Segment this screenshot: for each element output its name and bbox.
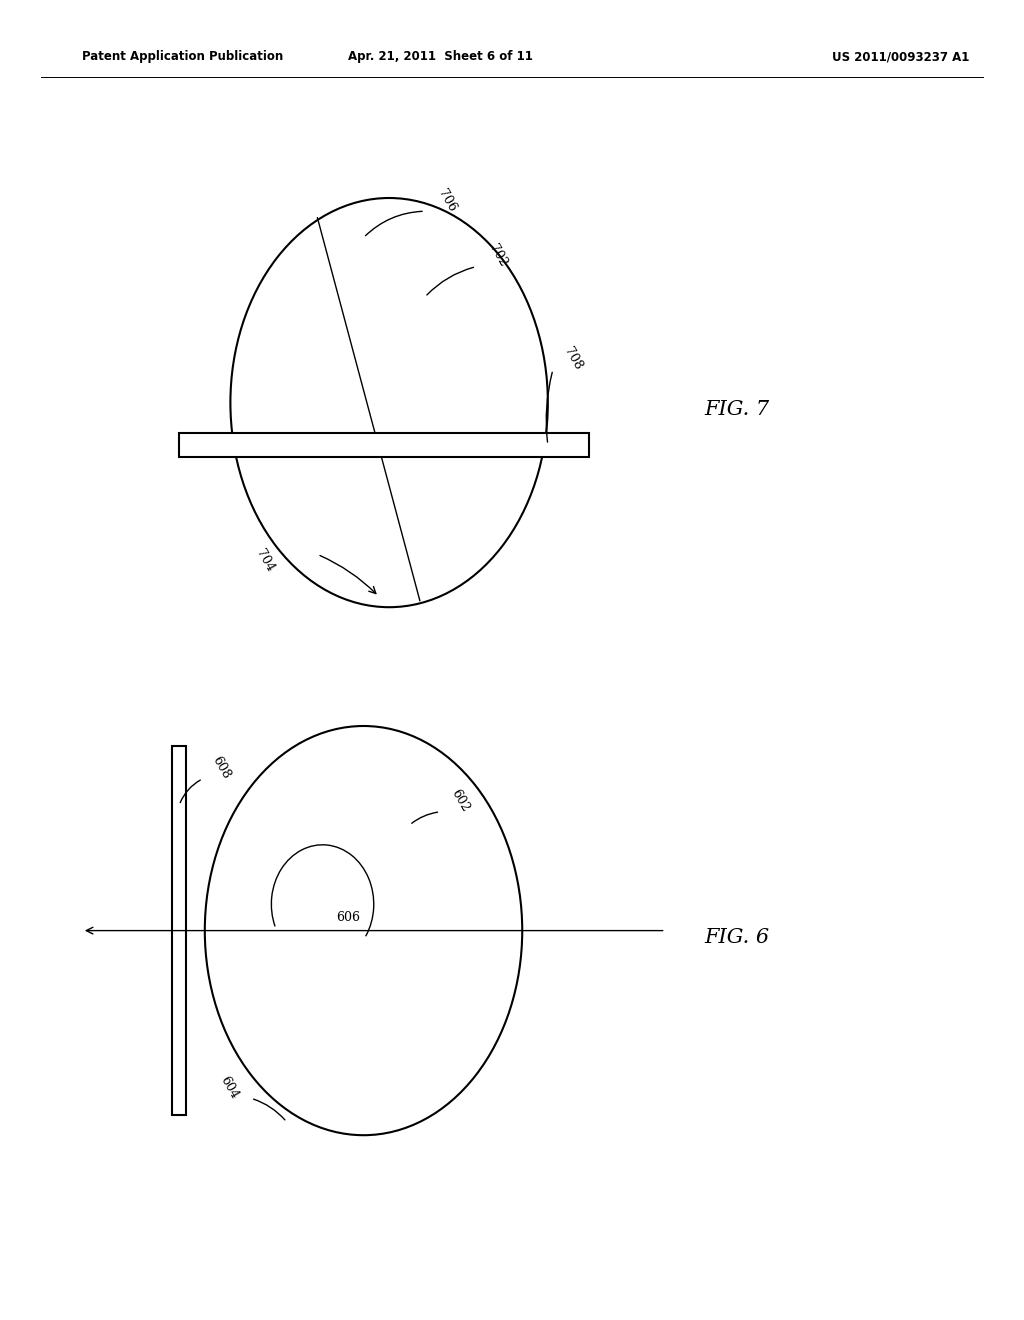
Text: Apr. 21, 2011  Sheet 6 of 11: Apr. 21, 2011 Sheet 6 of 11 [348,50,532,63]
Text: FIG. 7: FIG. 7 [705,400,770,418]
Text: 606: 606 [336,911,360,924]
Text: Patent Application Publication: Patent Application Publication [82,50,284,63]
Bar [172,746,186,1115]
Bar [179,433,589,457]
Text: 602: 602 [449,787,472,814]
Text: 608: 608 [210,754,233,781]
Text: 708: 708 [561,345,585,372]
Text: 706: 706 [435,186,459,214]
Text: FIG. 6: FIG. 6 [705,928,770,946]
Text: US 2011/0093237 A1: US 2011/0093237 A1 [833,50,970,63]
Text: 702: 702 [486,242,510,269]
Text: 704: 704 [253,546,276,574]
Text: 604: 604 [217,1073,241,1101]
